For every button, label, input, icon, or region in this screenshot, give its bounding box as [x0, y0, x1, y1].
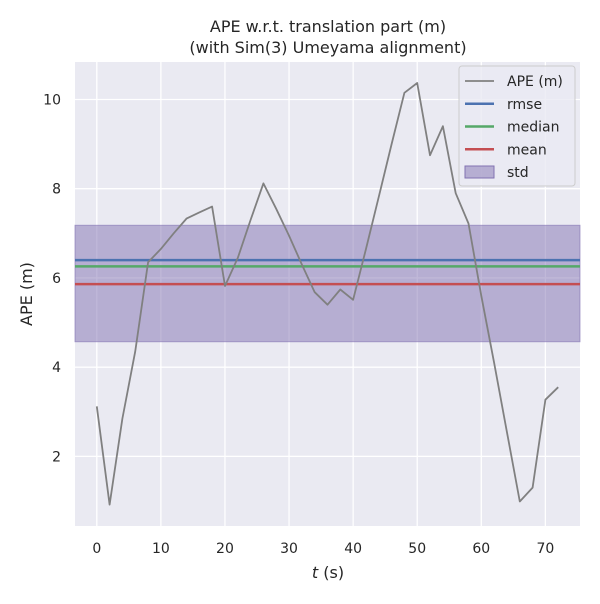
x-tick-label: 70 [536, 541, 554, 557]
legend-label: APE (m) [507, 74, 563, 90]
x-tick-label: 20 [216, 541, 234, 557]
y-tick-label: 4 [52, 360, 61, 376]
y-tick-labels: 2 4 6 8 10 [43, 92, 61, 465]
series-layer [95, 82, 559, 506]
y-tick-label: 2 [52, 449, 61, 465]
x-tick-label: 0 [92, 541, 101, 557]
x-tick-label: 30 [280, 541, 298, 557]
x-tick-label: 10 [152, 541, 170, 557]
x-tick-label: 40 [344, 541, 362, 557]
reference-lines [75, 258, 580, 286]
chart-subtitle: (with Sim(3) Umeyama alignment) [189, 38, 466, 57]
x-tick-label: 50 [408, 541, 426, 557]
chart-title: APE w.r.t. translation part (m) [210, 17, 446, 36]
x-tick-label: 60 [472, 541, 490, 557]
legend-label: median [507, 120, 559, 136]
y-tick-label: 10 [43, 92, 61, 108]
x-axis-label-unit: (s) [318, 563, 344, 582]
legend-label: std [507, 165, 529, 181]
legend-swatch [464, 165, 495, 179]
legend-box [458, 65, 576, 187]
legend-label: rmse [507, 97, 542, 113]
y-tick-label: 8 [52, 182, 61, 198]
x-axis-label-var: t [312, 563, 319, 582]
ape-series-line [95, 82, 559, 506]
y-axis-label: APE (m) [17, 262, 36, 326]
x-tick-labels: 0 10 20 30 40 50 60 70 [92, 541, 554, 557]
legend-label: mean [507, 142, 547, 158]
y-tick-label: 6 [52, 271, 61, 287]
x-axis-label: t (s) [312, 563, 344, 582]
legend: APE (m) rmse median mean std [458, 65, 576, 187]
